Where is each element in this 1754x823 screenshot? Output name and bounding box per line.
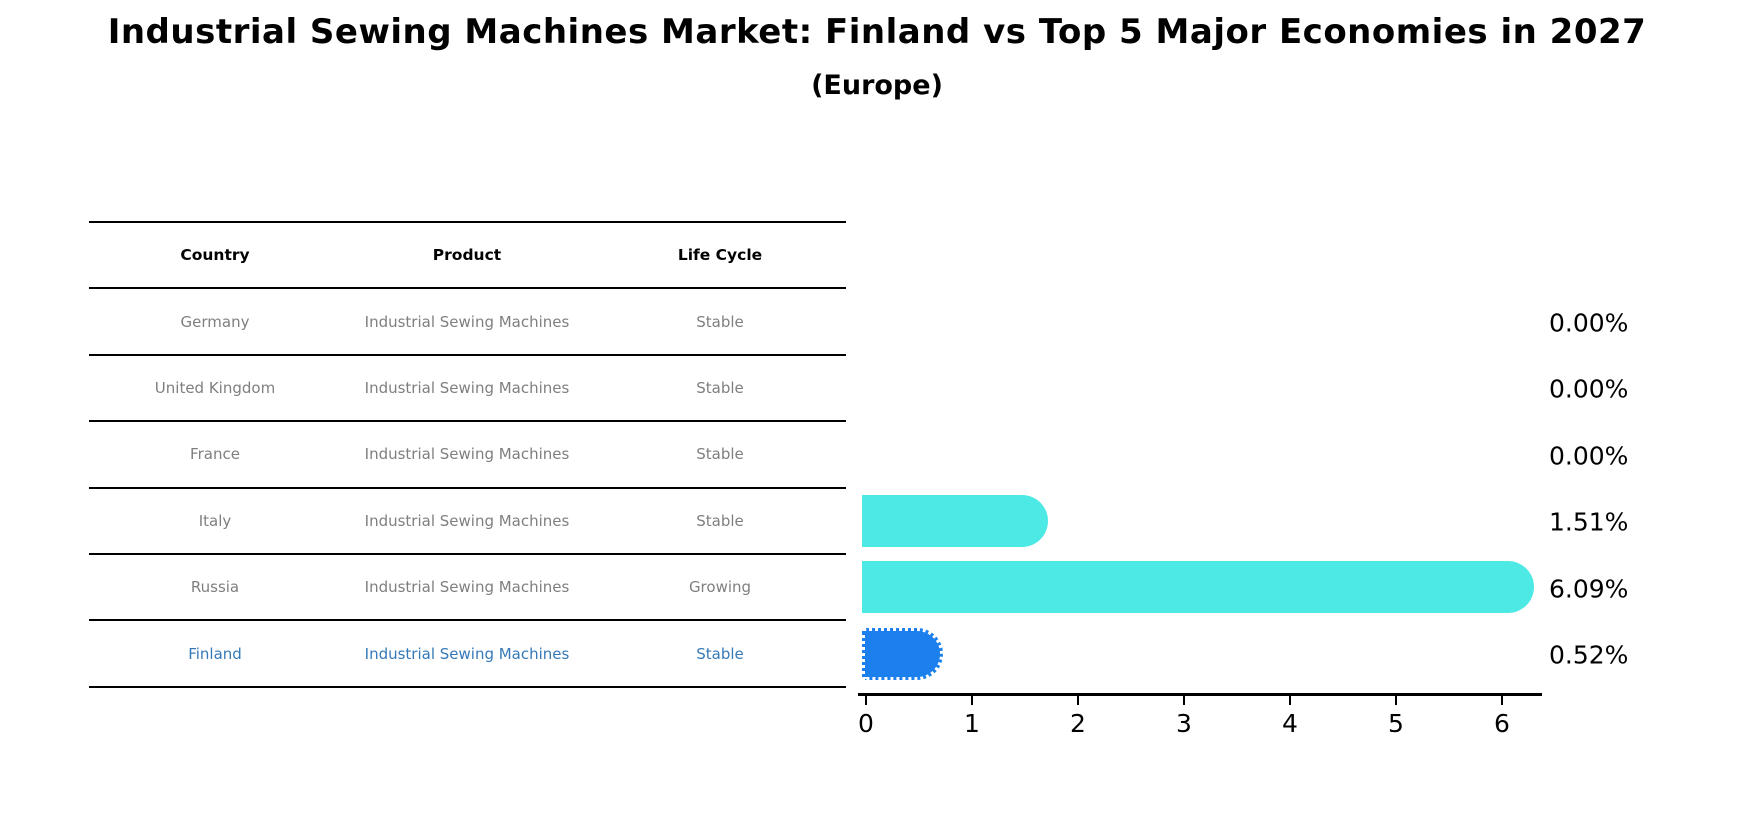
table-rule — [89, 221, 846, 223]
x-axis-tick — [971, 696, 973, 705]
table-rule — [89, 486, 846, 489]
value-label-italy: 1.51% — [1549, 507, 1629, 537]
x-axis-tick — [1395, 696, 1397, 705]
value-label-united-kingdom: 0.00% — [1549, 374, 1629, 404]
country-cell: Italy — [198, 511, 232, 530]
column-header-life-cycle: Life Cycle — [677, 246, 763, 265]
life-cycle-cell: Growing — [688, 578, 752, 597]
x-axis-tick — [1289, 696, 1291, 705]
product-cell: Industrial Sewing Machines — [364, 644, 570, 663]
x-axis-tick — [1183, 696, 1185, 705]
x-tick-label: 6 — [1494, 709, 1510, 738]
table-rule — [89, 619, 846, 622]
country-cell: France — [190, 445, 240, 464]
table-rule — [89, 287, 846, 290]
life-cycle-cell: Stable — [696, 644, 744, 663]
x-tick-label: 3 — [1176, 709, 1192, 738]
life-cycle-cell: Stable — [696, 379, 744, 397]
life-cycle-cell: Stable — [696, 445, 744, 464]
x-axis-tick — [865, 696, 867, 705]
column-header-country: Country — [180, 246, 250, 265]
value-label-russia: 6.09% — [1549, 574, 1629, 604]
chart-subtitle: (Europe) — [811, 70, 943, 101]
country-cell: United Kingdom — [154, 379, 276, 397]
country-cell: Germany — [180, 312, 250, 331]
x-tick-label: 1 — [964, 709, 980, 738]
table-rule — [89, 553, 846, 555]
table-rule — [89, 353, 846, 356]
chart-title: Industrial Sewing Machines Market: Finla… — [107, 12, 1647, 52]
x-axis-tick — [1077, 696, 1079, 705]
product-cell: Industrial Sewing Machines — [364, 379, 570, 397]
x-tick-label: 4 — [1282, 709, 1298, 738]
x-tick-label: 2 — [1070, 709, 1086, 738]
bar-russia — [862, 561, 1534, 614]
column-header-product: Product — [432, 246, 502, 265]
table-rule — [89, 420, 846, 423]
life-cycle-cell: Stable — [696, 312, 744, 331]
x-axis-tick — [1501, 696, 1503, 705]
product-cell: Industrial Sewing Machines — [364, 578, 570, 597]
value-label-france: 0.00% — [1549, 441, 1629, 471]
product-cell: Industrial Sewing Machines — [364, 312, 570, 331]
country-cell: Finland — [188, 644, 242, 663]
value-label-finland: 0.52% — [1549, 640, 1629, 670]
product-cell: Industrial Sewing Machines — [364, 511, 570, 530]
x-tick-label: 5 — [1388, 709, 1404, 738]
value-label-germany: 0.00% — [1549, 308, 1629, 338]
life-cycle-cell: Stable — [696, 511, 744, 530]
bar-finland — [862, 627, 944, 680]
bar-italy — [862, 494, 1049, 547]
x-axis-line — [858, 693, 1542, 696]
x-tick-label: 0 — [858, 709, 874, 738]
product-cell: Industrial Sewing Machines — [364, 445, 570, 464]
country-cell: Russia — [190, 578, 240, 597]
table-rule — [89, 685, 846, 688]
